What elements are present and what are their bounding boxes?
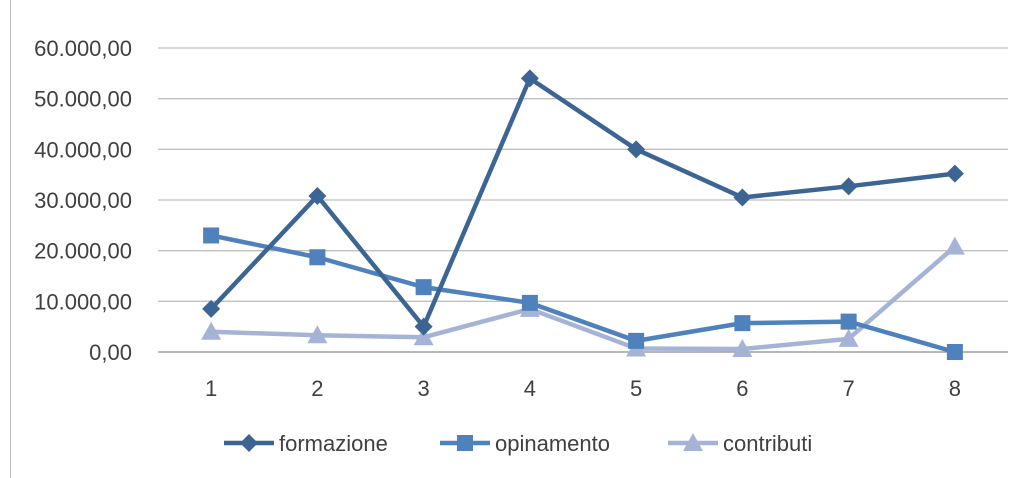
legend-label: opinamento [495,431,610,456]
data-point-formazione [946,165,964,183]
data-point-opinamento [628,333,644,349]
series-group [201,69,965,360]
data-point-formazione [733,188,751,206]
legend-entry-formazione: formazione [224,431,388,456]
y-tick-label: 50.000,00 [34,87,132,112]
legend-marker [457,435,473,451]
series-line-formazione [211,78,955,326]
legend: formazione opinamento contributi [224,431,812,456]
data-point-opinamento [203,227,219,243]
y-tick-label: 10.000,00 [34,289,132,314]
gridlines [158,48,1008,352]
data-point-opinamento [947,344,963,360]
data-point-opinamento [309,249,325,265]
data-point-opinamento [841,314,857,330]
x-tick-label: 6 [736,376,748,401]
legend-label: formazione [279,431,388,456]
x-tick-label: 2 [311,376,323,401]
data-point-opinamento [416,279,432,295]
y-tick-label: 30.000,00 [34,188,132,213]
x-tick-label: 4 [524,376,536,401]
y-axis-ticks: 0,00 10.000,00 20.000,00 30.000,00 40.000,00… [34,36,132,365]
x-axis-ticks: 1 2 3 4 5 6 7 8 [205,376,961,401]
x-tick-label: 7 [843,376,855,401]
y-tick-label: 60.000,00 [34,36,132,61]
series-formazione [202,69,964,335]
legend-label: contributi [723,431,812,456]
legend-entry-contributi: contributi [668,431,812,456]
y-tick-label: 0,00 [89,340,132,365]
x-tick-label: 1 [205,376,217,401]
x-tick-label: 5 [630,376,642,401]
data-point-opinamento [522,295,538,311]
y-tick-label: 20.000,00 [34,239,132,264]
x-tick-label: 8 [949,376,961,401]
y-tick-label: 40.000,00 [34,137,132,162]
data-point-contributi [945,237,965,255]
data-point-formazione [840,177,858,195]
data-point-opinamento [734,315,750,331]
x-tick-label: 3 [418,376,430,401]
legend-entry-opinamento: opinamento [440,431,610,456]
legend-marker [240,434,258,452]
